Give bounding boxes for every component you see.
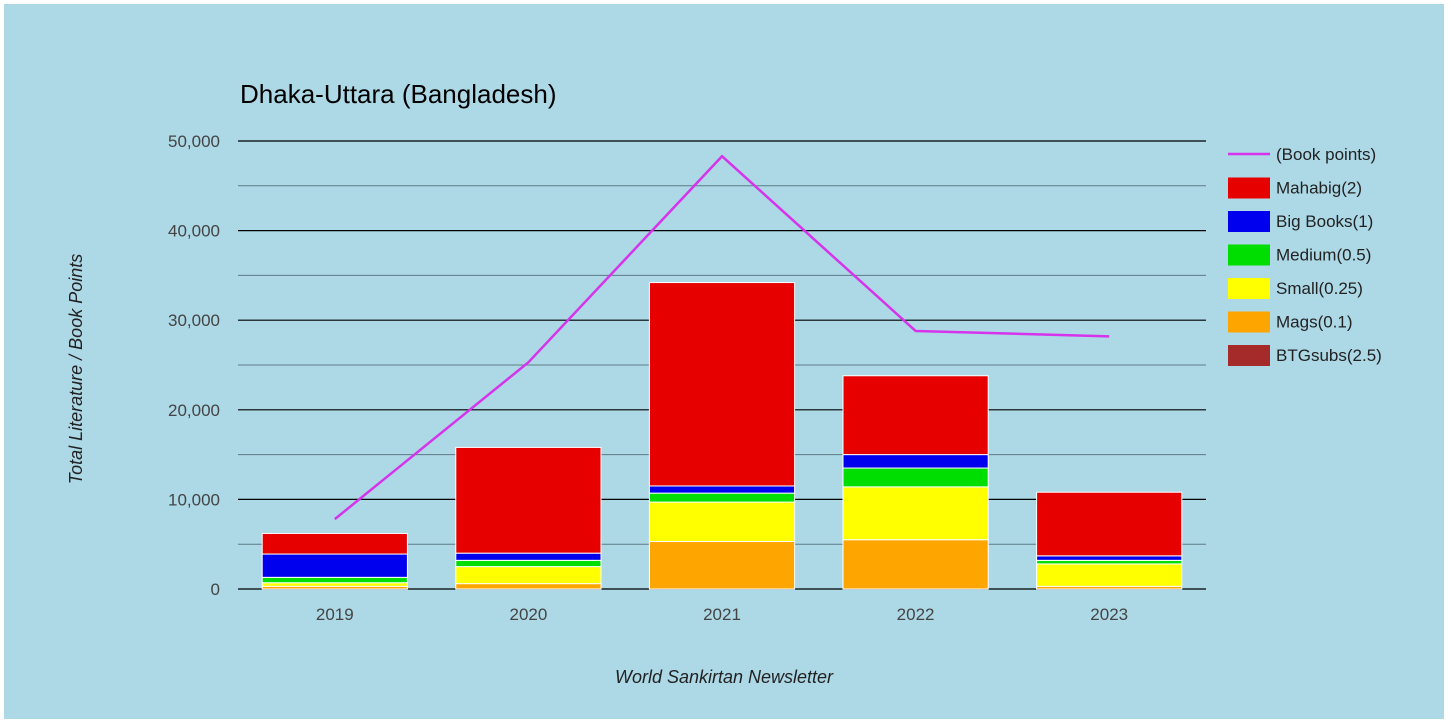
x-tick-label: 2021 <box>703 605 741 624</box>
legend-swatch <box>1228 177 1270 199</box>
legend-swatch <box>1228 244 1270 266</box>
bar-segment <box>648 541 796 590</box>
legend-label: Small(0.25) <box>1276 279 1363 298</box>
bar-segment <box>261 532 408 555</box>
bars <box>261 282 1183 590</box>
y-axis-title: Total Literature / Book Points <box>66 254 86 484</box>
bar-segment <box>1036 563 1183 587</box>
bar-segment <box>1036 559 1183 565</box>
legend: (Book points) Mahabig(2) Big Books(1) Mediu… <box>1228 145 1382 366</box>
bar-segment <box>455 446 602 554</box>
bar-segment <box>648 282 796 487</box>
bar-segment <box>842 454 989 469</box>
book-points-line-layer <box>334 154 1110 521</box>
chart-frame: Dhaka-Uttara (Bangladesh) 0 10,000 20,000 3… <box>4 4 1444 719</box>
legend-swatch <box>1228 345 1270 366</box>
legend-label: Medium(0.5) <box>1276 246 1371 265</box>
x-axis-ticks: 2019 2020 2021 2022 2023 <box>316 605 1128 624</box>
bar-segment <box>842 486 989 541</box>
bar-segment <box>1036 491 1183 557</box>
bar-segment <box>455 559 602 568</box>
legend-swatch <box>1228 211 1270 232</box>
legend-label: Mahabig(2) <box>1276 179 1362 198</box>
bar-segment <box>1036 555 1183 561</box>
bar-segment <box>261 553 408 578</box>
bar-segment <box>842 375 989 456</box>
chart-title: Dhaka-Uttara (Bangladesh) <box>240 79 557 109</box>
legend-swatch <box>1228 278 1270 299</box>
legend-label: Big Books(1) <box>1276 212 1373 231</box>
bar-segment <box>455 566 602 585</box>
stacked-bar-chart: Dhaka-Uttara (Bangladesh) 0 10,000 20,000 3… <box>66 79 1382 687</box>
x-tick-label: 2019 <box>316 605 354 624</box>
bar-segment <box>455 552 602 561</box>
legend-swatch <box>1228 311 1270 333</box>
bar-segment <box>455 583 602 590</box>
y-tick-label: 10,000 <box>168 490 220 509</box>
y-axis-ticks: 0 10,000 20,000 30,000 40,000 50,000 <box>168 132 220 599</box>
x-axis-title: World Sankirtan Newsletter <box>615 667 834 687</box>
y-tick-label: 50,000 <box>168 132 220 151</box>
y-tick-label: 20,000 <box>168 401 220 420</box>
y-tick-label: 40,000 <box>168 222 220 241</box>
bar-segment <box>648 492 796 503</box>
bar-segment <box>842 539 989 590</box>
bar-segment <box>842 467 989 488</box>
y-tick-label: 30,000 <box>168 311 220 330</box>
bar-segment <box>648 485 796 494</box>
y-tick-label: 0 <box>211 580 220 599</box>
x-tick-label: 2022 <box>897 605 935 624</box>
legend-label: (Book points) <box>1276 145 1376 164</box>
bar-segment <box>648 501 796 543</box>
x-tick-label: 2023 <box>1090 605 1128 624</box>
bar-segment <box>261 576 408 584</box>
legend-label: BTGsubs(2.5) <box>1276 346 1382 365</box>
bar-segment <box>261 582 408 587</box>
book-points-line <box>334 154 1110 521</box>
x-tick-label: 2020 <box>509 605 547 624</box>
legend-label: Mags(0.1) <box>1276 313 1353 332</box>
